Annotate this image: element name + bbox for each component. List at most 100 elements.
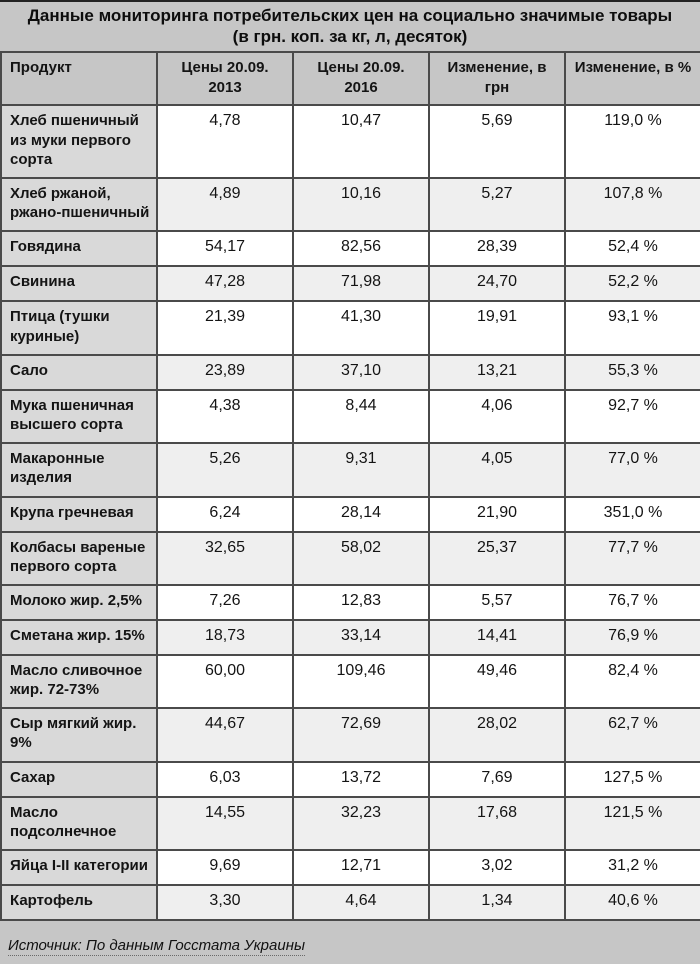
product-cell: Хлеб пшеничный из муки первого сорта	[0, 104, 158, 180]
change-percent-cell: 62,7 %	[564, 707, 700, 763]
table-row: Хлеб ржаной, ржано-пшеничный 4,89 10,16 …	[0, 177, 700, 233]
change-uah-cell: 3,02	[428, 849, 566, 887]
header-line: 2013	[208, 78, 242, 96]
price-2013-cell: 5,26	[156, 442, 294, 498]
price-2016-cell: 12,71	[292, 849, 430, 887]
table-row: Сахар 6,03 13,72 7,69 127,5 %	[0, 760, 700, 798]
change-percent-cell: 76,9 %	[564, 618, 700, 656]
header-line: Цены 20.09.	[181, 59, 269, 77]
change-uah-cell: 49,46	[428, 653, 566, 710]
product-cell: Свинина	[0, 265, 158, 303]
price-2016-cell: 37,10	[292, 353, 430, 391]
product-cell: Крупа гречневая	[0, 495, 158, 533]
change-uah-cell: 4,06	[428, 388, 566, 445]
price-2013-cell: 7,26	[156, 583, 294, 621]
price-2016-cell: 82,56	[292, 230, 430, 268]
table-row: Картофель 3,30 4,64 1,34 40,6 %	[0, 884, 700, 922]
change-uah-cell: 19,91	[428, 300, 566, 356]
change-uah-cell: 28,39	[428, 230, 566, 268]
table-row: Масло подсолнечное 14,55 32,23 17,68 121…	[0, 795, 700, 852]
price-2013-cell: 21,39	[156, 300, 294, 356]
price-2013-cell: 32,65	[156, 530, 294, 586]
header-row: Продукт Цены 20.09. 2013 Цены 20.09. 201…	[0, 51, 700, 107]
price-2013-cell: 6,03	[156, 760, 294, 798]
change-percent-cell: 52,2 %	[564, 265, 700, 303]
header-line: Изменение, в %	[574, 59, 692, 77]
product-cell: Масло подсолнечное	[0, 795, 158, 852]
header-price-2016: Цены 20.09. 2016	[292, 51, 430, 107]
change-percent-cell: 121,5 %	[564, 795, 700, 852]
change-uah-cell: 25,37	[428, 530, 566, 586]
table-row: Колбасы вареные первого сорта 32,65 58,0…	[0, 530, 700, 586]
change-percent-cell: 31,2 %	[564, 849, 700, 887]
product-cell: Сахар	[0, 760, 158, 798]
price-2013-cell: 4,38	[156, 388, 294, 445]
price-2016-cell: 58,02	[292, 530, 430, 586]
change-percent-cell: 92,7 %	[564, 388, 700, 445]
change-percent-cell: 82,4 %	[564, 653, 700, 710]
table-row: Масло сливочное жир. 72-73% 60,00 109,46…	[0, 653, 700, 710]
product-cell: Масло сливочное жир. 72-73%	[0, 653, 158, 710]
table-row: Молоко жир. 2,5% 7,26 12,83 5,57 76,7 %	[0, 583, 700, 621]
product-cell: Макаронные изделия	[0, 442, 158, 498]
price-2013-cell: 44,67	[156, 707, 294, 763]
change-uah-cell: 28,02	[428, 707, 566, 763]
price-2013-cell: 6,24	[156, 495, 294, 533]
product-cell: Сметана жир. 15%	[0, 618, 158, 656]
change-uah-cell: 4,05	[428, 442, 566, 498]
change-percent-cell: 351,0 %	[564, 495, 700, 533]
price-2016-cell: 72,69	[292, 707, 430, 763]
change-uah-cell: 5,69	[428, 104, 566, 180]
change-percent-cell: 77,0 %	[564, 442, 700, 498]
price-2016-cell: 9,31	[292, 442, 430, 498]
table-row: Мука пшеничная высшего сорта 4,38 8,44 4…	[0, 388, 700, 445]
price-2016-cell: 10,16	[292, 177, 430, 233]
price-table: Продукт Цены 20.09. 2013 Цены 20.09. 201…	[0, 51, 700, 922]
change-percent-cell: 55,3 %	[564, 353, 700, 391]
price-2016-cell: 41,30	[292, 300, 430, 356]
change-percent-cell: 127,5 %	[564, 760, 700, 798]
price-2013-cell: 14,55	[156, 795, 294, 852]
price-2016-cell: 28,14	[292, 495, 430, 533]
table-row: Крупа гречневая 6,24 28,14 21,90 351,0 %	[0, 495, 700, 533]
product-cell: Сало	[0, 353, 158, 391]
price-2013-cell: 18,73	[156, 618, 294, 656]
price-2016-cell: 4,64	[292, 884, 430, 922]
header-line: Цены 20.09.	[317, 59, 405, 77]
table-row: Сало 23,89 37,10 13,21 55,3 %	[0, 353, 700, 391]
header-price-2013: Цены 20.09. 2013	[156, 51, 294, 107]
header-product: Продукт	[0, 51, 158, 107]
price-2016-cell: 32,23	[292, 795, 430, 852]
table-row: Свинина 47,28 71,98 24,70 52,2 %	[0, 265, 700, 303]
change-percent-cell: 119,0 %	[564, 104, 700, 180]
price-2013-cell: 60,00	[156, 653, 294, 710]
product-cell: Картофель	[0, 884, 158, 922]
header-change-uah: Изменение, в грн	[428, 51, 566, 107]
table-row: Говядина 54,17 82,56 28,39 52,4 %	[0, 230, 700, 268]
header-line: Продукт	[10, 59, 72, 77]
product-cell: Яйца I-II категории	[0, 849, 158, 887]
change-uah-cell: 5,27	[428, 177, 566, 233]
change-uah-cell: 21,90	[428, 495, 566, 533]
product-cell: Колбасы вареные первого сорта	[0, 530, 158, 586]
change-uah-cell: 1,34	[428, 884, 566, 922]
price-2016-cell: 12,83	[292, 583, 430, 621]
title-line-1: Данные мониторинга потребительских цен н…	[27, 6, 673, 25]
price-2013-cell: 4,78	[156, 104, 294, 180]
product-cell: Мука пшеничная высшего сорта	[0, 388, 158, 445]
table-row: Сыр мягкий жир. 9% 44,67 72,69 28,02 62,…	[0, 707, 700, 763]
product-cell: Говядина	[0, 230, 158, 268]
change-uah-cell: 24,70	[428, 265, 566, 303]
change-uah-cell: 7,69	[428, 760, 566, 798]
change-uah-cell: 5,57	[428, 583, 566, 621]
change-percent-cell: 77,7 %	[564, 530, 700, 586]
price-2016-cell: 109,46	[292, 653, 430, 710]
change-percent-cell: 40,6 %	[564, 884, 700, 922]
header-line: Изменение, в	[447, 59, 547, 77]
table-row: Птица (тушки куриные) 21,39 41,30 19,91 …	[0, 300, 700, 356]
price-table-body: Хлеб пшеничный из муки первого сорта 4,7…	[0, 104, 700, 922]
header-change-percent: Изменение, в %	[564, 51, 700, 107]
price-2016-cell: 13,72	[292, 760, 430, 798]
change-percent-cell: 107,8 %	[564, 177, 700, 233]
